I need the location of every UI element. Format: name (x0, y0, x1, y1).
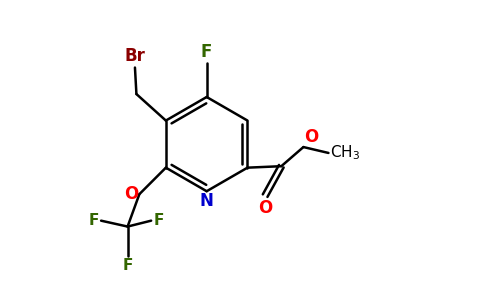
Text: CH$_3$: CH$_3$ (330, 144, 360, 162)
Text: O: O (304, 128, 318, 146)
Text: F: F (89, 213, 99, 228)
Text: F: F (122, 258, 133, 273)
Text: Br: Br (124, 47, 145, 65)
Text: N: N (200, 192, 213, 210)
Text: O: O (123, 185, 138, 203)
Text: O: O (258, 199, 272, 217)
Text: F: F (153, 213, 164, 228)
Text: F: F (201, 43, 212, 61)
